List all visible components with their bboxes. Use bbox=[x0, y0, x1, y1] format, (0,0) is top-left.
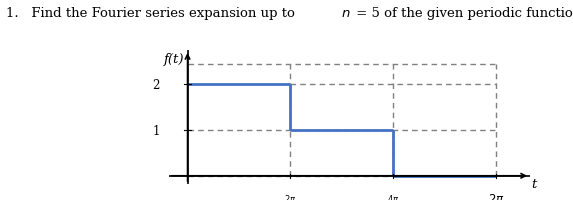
Text: $n$: $n$ bbox=[341, 7, 351, 20]
Text: t: t bbox=[532, 178, 537, 191]
Text: f(t): f(t) bbox=[164, 53, 185, 66]
Text: 1.   Find the Fourier series expansion up to: 1. Find the Fourier series expansion up … bbox=[6, 7, 299, 20]
Text: = 5 of the given periodic function:: = 5 of the given periodic function: bbox=[352, 7, 573, 20]
